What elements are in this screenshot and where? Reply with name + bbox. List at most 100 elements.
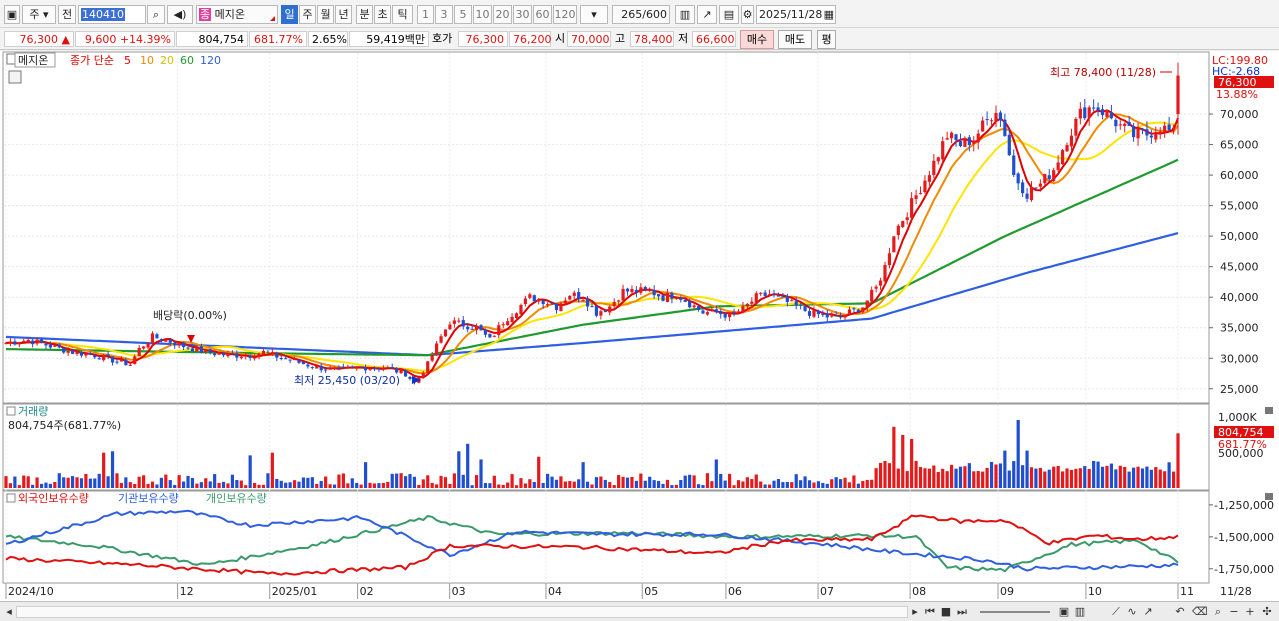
- scroll-right-icon[interactable]: ▸: [912, 605, 918, 618]
- first-icon[interactable]: ⏮: [925, 605, 935, 618]
- table-icon[interactable]: [8, 70, 22, 84]
- trend-icon[interactable]: ↗: [1143, 605, 1153, 618]
- period-tick[interactable]: 틱: [392, 5, 413, 24]
- candle-body: [39, 339, 44, 343]
- candle-body: [918, 193, 923, 195]
- candle-body: [150, 333, 155, 344]
- volume-bar: [190, 478, 195, 488]
- candle-body: [856, 309, 860, 313]
- buy-button[interactable]: 매수: [740, 30, 774, 49]
- candle-body: [1078, 108, 1082, 119]
- draw-tool-icon[interactable]: ↗: [697, 5, 717, 24]
- calendar-icon[interactable]: ▦: [823, 8, 834, 21]
- candle-body: [168, 339, 172, 343]
- candle-body: [958, 141, 963, 147]
- eraser-icon[interactable]: ⌫: [1192, 605, 1208, 618]
- interval-3[interactable]: 3: [435, 5, 453, 24]
- interval-20[interactable]: 20: [493, 5, 512, 24]
- scroll-left-icon[interactable]: ◂: [6, 605, 12, 618]
- period-second[interactable]: 초: [374, 5, 391, 24]
- stop-icon[interactable]: ■: [940, 605, 952, 618]
- volume-bar: [248, 455, 252, 488]
- stock-code-input[interactable]: 140410: [78, 5, 146, 24]
- last-icon[interactable]: ⏭: [957, 605, 967, 618]
- interval-5[interactable]: 5: [454, 5, 472, 24]
- market-select[interactable]: 주 ▾: [22, 5, 56, 24]
- holders-axis: -1,250,000 -1,500,000 -1,750,000: [1209, 499, 1274, 576]
- sell-button[interactable]: 매도: [778, 30, 812, 49]
- volume-bar: [847, 482, 852, 488]
- volume-bar: [155, 484, 159, 488]
- candle-body: [297, 360, 301, 363]
- volume-bar: [692, 475, 696, 488]
- layout-icon[interactable]: ▣: [1058, 605, 1070, 618]
- date-field[interactable]: 2025/11/28 ▦: [756, 5, 836, 24]
- price-tick-label: 50,000: [1220, 230, 1259, 243]
- volume-bar: [723, 480, 727, 488]
- candle-body: [146, 343, 150, 348]
- period-year[interactable]: 년: [335, 5, 352, 24]
- holders-pane-close-icon[interactable]: [1265, 493, 1273, 500]
- volume-bar: [168, 480, 172, 488]
- fit-icon[interactable]: ✣: [1262, 605, 1272, 618]
- candle-body: [932, 160, 936, 175]
- candle-body: [528, 294, 532, 298]
- candle-body: [1123, 123, 1127, 126]
- candle-body: [821, 314, 825, 316]
- candle-body: [261, 350, 266, 355]
- date-value: 2025/11/28: [759, 8, 823, 21]
- zoom-out-icon[interactable]: −: [1229, 605, 1239, 618]
- period-week[interactable]: 주: [299, 5, 316, 24]
- volume-bar: [115, 473, 119, 488]
- gear-icon[interactable]: ⚙: [741, 5, 754, 24]
- candle-body: [514, 313, 519, 318]
- volume-bar: [874, 468, 878, 488]
- candle-body: [1145, 129, 1149, 136]
- volume-bar: [1060, 471, 1065, 488]
- candle-body: [581, 300, 585, 302]
- candle-body: [870, 289, 874, 302]
- interval-60[interactable]: 60: [533, 5, 552, 24]
- interval-custom-select[interactable]: ▾: [580, 5, 608, 24]
- period-minute[interactable]: 분: [356, 5, 373, 24]
- period-month[interactable]: 월: [317, 5, 334, 24]
- interval-10[interactable]: 10: [473, 5, 492, 24]
- undo-icon[interactable]: ↶: [1175, 605, 1185, 618]
- wave-icon[interactable]: ∿: [1127, 605, 1137, 618]
- volume-bar: [1123, 466, 1127, 488]
- window-menu-icon[interactable]: ▣: [4, 5, 20, 24]
- speaker-icon[interactable]: ◀): [167, 5, 193, 24]
- candle-body: [435, 343, 439, 356]
- candle-body: [319, 365, 323, 371]
- volume-bar: [75, 477, 79, 488]
- candle-type-icon[interactable]: ▥: [675, 5, 695, 24]
- split-icon[interactable]: ▥: [1074, 605, 1086, 618]
- candle-body: [470, 328, 474, 330]
- volume-toggle-icon[interactable]: [6, 406, 16, 416]
- interval-30[interactable]: 30: [513, 5, 532, 24]
- last-price-tag: 76,300: [1218, 76, 1257, 89]
- eval-button[interactable]: 평: [817, 30, 836, 49]
- zoom-in-icon[interactable]: +: [1245, 605, 1255, 618]
- stock-name-field[interactable]: 종 메지온: [196, 5, 278, 24]
- interval-1[interactable]: 1: [417, 5, 434, 24]
- search-icon[interactable]: ⌕: [147, 5, 165, 24]
- prev-button[interactable]: 전: [58, 5, 76, 24]
- period-day[interactable]: 일: [281, 5, 298, 24]
- stock-tag: 메지온: [18, 54, 48, 67]
- volume-bar: [310, 477, 314, 488]
- zoom-search-icon[interactable]: ⌕: [1214, 605, 1222, 618]
- volume-bar: [1043, 471, 1047, 488]
- chart-scrollbar[interactable]: ◂ ▸ ⏮ ■ ⏭ ▣ ▥ ⟋ ∿ ↗ ↶ ⌫ ⌕ − + ✣: [0, 601, 1279, 621]
- save-icon[interactable]: ▤: [719, 5, 739, 24]
- interval-120[interactable]: 120: [553, 5, 577, 24]
- holders-toggle-icon[interactable]: [6, 493, 16, 503]
- candle-body: [17, 342, 21, 345]
- count-field[interactable]: 265/600: [612, 5, 670, 24]
- volume-pane-close-icon[interactable]: [1265, 407, 1273, 414]
- volume-bar: [812, 482, 816, 488]
- count-value: 265: [621, 8, 643, 21]
- zoom-slider[interactable]: [980, 611, 1050, 613]
- scroll-track[interactable]: [16, 606, 908, 618]
- draw-line-icon[interactable]: ⟋: [1112, 605, 1120, 618]
